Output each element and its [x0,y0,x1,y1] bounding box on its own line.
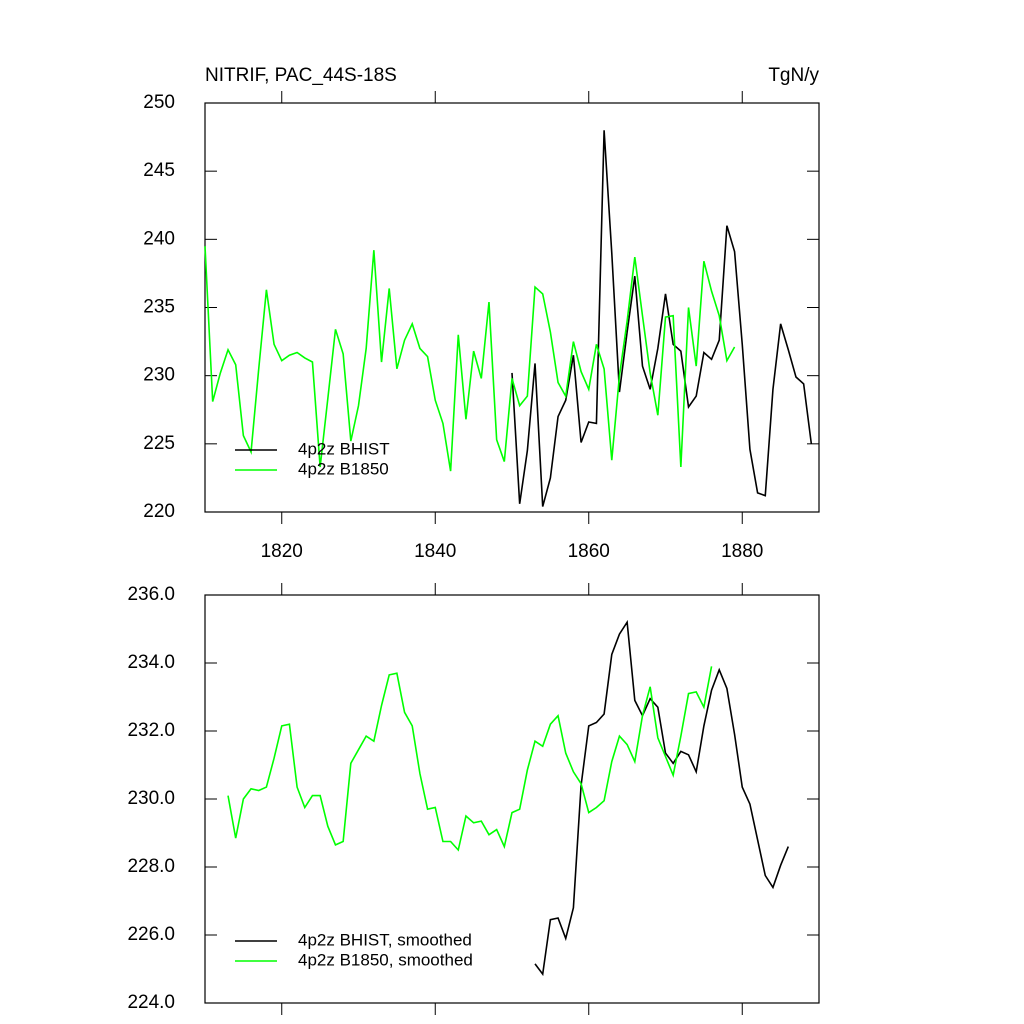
chart-title: NITRIF, PAC_44S-18S [205,65,397,86]
legend-label: 4p2z B1850, smoothed [298,950,473,969]
legend-label: 4p2z BHIST, smoothed [298,930,472,949]
y-tick-label: 240 [143,228,175,249]
y-tick-label: 235 [143,297,175,318]
y-tick-label: 245 [143,160,175,181]
y-tick-label: 232.0 [127,720,175,741]
x-tick-label: 1820 [261,541,303,562]
legend-label: 4p2z B1850 [298,459,389,478]
x-tick-label: 1880 [721,541,763,562]
y-tick-label: 220 [143,501,175,522]
y-tick-label: 250 [143,92,175,113]
series-line [227,666,713,852]
series-line [534,619,790,977]
y-tick-label: 230 [143,365,175,386]
y-tick-label: 236.0 [127,584,175,605]
series-line [511,130,813,507]
y-tick-label: 226.0 [127,924,175,945]
y-tick-label: 228.0 [127,856,175,877]
legend-label: 4p2z BHIST [298,439,390,458]
series-line [204,246,736,472]
y-tick-label: 225 [143,433,175,454]
x-tick-label: 1860 [568,541,610,562]
units-label: TgN/y [768,65,819,86]
y-tick-label: 234.0 [127,652,175,673]
y-tick-label: 224.0 [127,992,175,1013]
x-tick-label: 1840 [414,541,456,562]
y-tick-label: 230.0 [127,788,175,809]
